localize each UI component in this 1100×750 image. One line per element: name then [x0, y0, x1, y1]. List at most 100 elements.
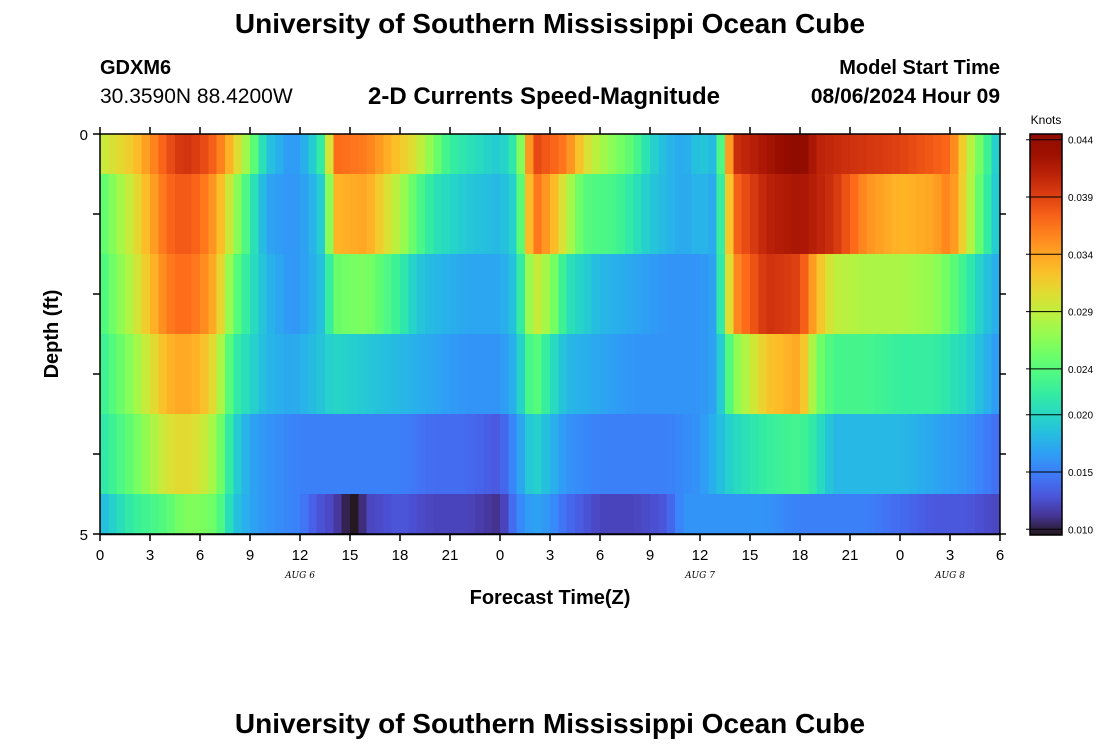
- heatmap-cell: [275, 334, 284, 415]
- heatmap-cell: [300, 174, 309, 255]
- heatmap-cell: [366, 414, 376, 495]
- heatmap-cell: [275, 414, 284, 495]
- heatmap-cell: [708, 494, 718, 535]
- heatmap-cell: [841, 134, 851, 175]
- heatmap-cell: [666, 334, 676, 415]
- heatmap-cell: [300, 334, 309, 415]
- heatmap-cell: [225, 414, 234, 495]
- heatmap-cell: [291, 254, 301, 335]
- heatmap-cell: [258, 134, 268, 175]
- heatmap-cell: [583, 334, 593, 415]
- heatmap-cell: [975, 334, 984, 415]
- chart-subtitle: 2-D Currents Speed-Magnitude: [368, 83, 721, 110]
- heatmap-cell: [125, 494, 134, 535]
- x-day-label: AUG 6: [284, 571, 315, 581]
- heatmap-cell: [691, 334, 701, 415]
- heatmap-cell: [616, 334, 626, 415]
- heatmap-cell: [325, 174, 334, 255]
- heatmap-cell: [858, 134, 868, 175]
- heatmap-cell: [825, 134, 834, 175]
- heatmap-cell: [833, 414, 843, 495]
- heatmap-cell: [416, 414, 426, 495]
- heatmap-cell: [950, 174, 959, 255]
- heatmap-cell: [641, 494, 651, 535]
- heatmap-cell: [950, 334, 959, 415]
- heatmap-cell: [383, 174, 393, 255]
- heatmap-cell: [866, 494, 876, 535]
- heatmap-cell: [216, 334, 226, 415]
- heatmap-cell: [191, 134, 201, 175]
- heatmap-cell: [500, 134, 509, 175]
- heatmap-cell: [816, 134, 826, 175]
- heatmap-cell: [991, 414, 1001, 495]
- x-axis-title: Forecast Time(Z): [470, 587, 631, 609]
- heatmap-cell: [633, 414, 643, 495]
- heatmap-cell: [566, 254, 576, 335]
- heatmap-cell: [183, 174, 193, 255]
- heatmap-cell: [900, 494, 909, 535]
- colorbar-tick-label: 0.020: [1068, 411, 1093, 422]
- heatmap-cell: [650, 254, 659, 335]
- heatmap-cell: [966, 334, 976, 415]
- x-tick-label: 9: [646, 547, 654, 564]
- heatmap-cell: [291, 134, 301, 175]
- heatmap-cell: [983, 334, 993, 415]
- heatmap-cell: [191, 414, 201, 495]
- heatmap-cell: [450, 174, 459, 255]
- x-tick-label: 3: [946, 547, 954, 564]
- heatmap-cell: [975, 414, 984, 495]
- heatmap-cell: [541, 334, 551, 415]
- heatmap-cell: [958, 494, 968, 535]
- heatmap-cell: [275, 254, 284, 335]
- heatmap-cell: [358, 254, 368, 335]
- heatmap-cell: [450, 494, 459, 535]
- heatmap-cell: [391, 174, 401, 255]
- heatmap-cell: [675, 414, 684, 495]
- heatmap-cell: [441, 134, 451, 175]
- heatmap-cell: [516, 334, 526, 415]
- colorbar-gradient: [1029, 133, 1063, 536]
- heatmap-cell: [800, 254, 809, 335]
- heatmap-cell: [400, 174, 409, 255]
- heatmap-cell: [516, 134, 526, 175]
- heatmap-cell: [575, 334, 584, 415]
- heatmap-cell: [725, 254, 734, 335]
- heatmap-cell: [966, 494, 976, 535]
- heatmap-cell: [500, 254, 509, 335]
- y-axis: 05: [80, 127, 1006, 544]
- heatmap-cell: [683, 494, 693, 535]
- heatmap-cell: [891, 174, 901, 255]
- heatmap-cell: [125, 174, 134, 255]
- heatmap-cell: [458, 174, 468, 255]
- heatmap-cell: [283, 174, 293, 255]
- heatmap-cell: [333, 254, 343, 335]
- heatmap-cell: [225, 254, 234, 335]
- heatmap-cell: [183, 494, 193, 535]
- heatmap-cell: [425, 494, 434, 535]
- heatmap-cell: [108, 334, 118, 415]
- heatmap-cell: [275, 174, 284, 255]
- heatmap-cell: [958, 254, 968, 335]
- heatmap-cell: [566, 494, 576, 535]
- heatmap-cell: [900, 334, 909, 415]
- heatmap-cell: [366, 494, 376, 535]
- heatmap-cell: [333, 334, 343, 415]
- x-tick-label: 18: [792, 547, 809, 564]
- heatmap-cell: [558, 414, 568, 495]
- heatmap-cell: [775, 254, 784, 335]
- heatmap-cell: [241, 174, 251, 255]
- heatmap-cell: [216, 254, 226, 335]
- heatmap-cell: [308, 414, 318, 495]
- heatmap-cell: [716, 174, 726, 255]
- heatmap-cell: [458, 134, 468, 175]
- heatmap-cell: [658, 494, 668, 535]
- heatmap-cell: [516, 414, 526, 495]
- heatmap-cell: [708, 174, 718, 255]
- heatmap-cell: [400, 334, 409, 415]
- x-tick-label: 0: [96, 547, 104, 564]
- heatmap-cell: [408, 134, 418, 175]
- heatmap-cell: [958, 414, 968, 495]
- heatmap-cell: [475, 254, 484, 335]
- heatmap-cell: [191, 174, 201, 255]
- heatmap-cell: [775, 134, 784, 175]
